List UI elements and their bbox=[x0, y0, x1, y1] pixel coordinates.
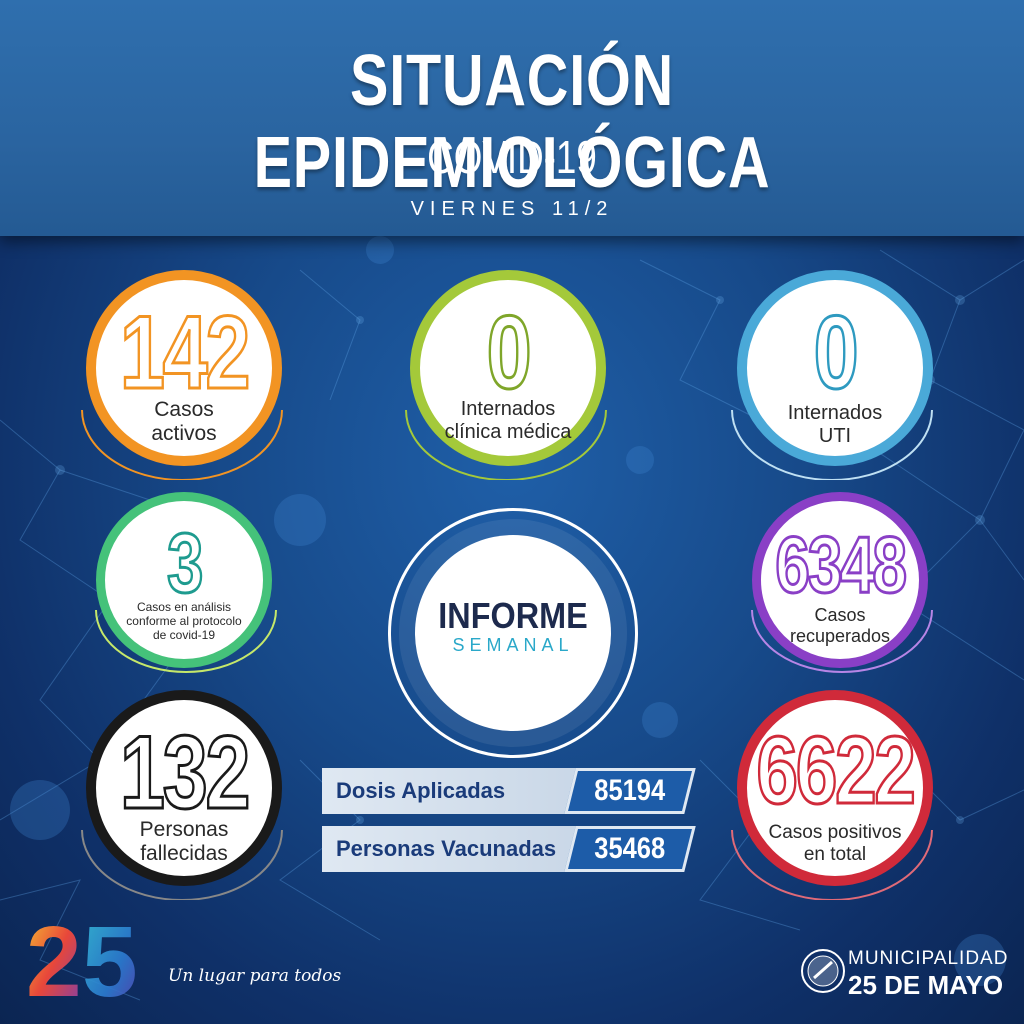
personas-vacunadas-value: 35468 bbox=[564, 826, 696, 872]
logo-digit-2: 2 bbox=[26, 908, 82, 1008]
stat-value: 132 bbox=[119, 714, 252, 833]
informe-semanal-badge: INFORME SEMANAL bbox=[415, 535, 611, 731]
page-title: SITUACIÓN EPIDEMIOLÓGICA bbox=[253, 41, 771, 203]
stat-label: Casos activos bbox=[151, 398, 217, 446]
stat-value: 6348 bbox=[774, 519, 908, 611]
stat-value: 6622 bbox=[755, 716, 917, 826]
stat-value: 142 bbox=[119, 294, 252, 413]
logo-25: 2 5 bbox=[26, 908, 138, 1008]
report-date: VIERNES 11/2 bbox=[410, 198, 614, 220]
stat-arc-decoration bbox=[81, 829, 283, 900]
stat-arc-decoration bbox=[405, 409, 607, 480]
stat-internados-uti: 0 Internados UTI bbox=[737, 270, 933, 466]
municipality-crest-icon bbox=[801, 949, 845, 993]
header-banner: SITUACIÓN EPIDEMIOLÓGICA COVID-19 VIERNE… bbox=[0, 0, 1024, 236]
logo-digit-5: 5 bbox=[82, 908, 138, 1008]
dosis-aplicadas-value: 85194 bbox=[564, 768, 696, 814]
informe-title: INFORME bbox=[438, 595, 588, 636]
stat-arc-decoration bbox=[81, 409, 283, 480]
personas-vacunadas-label: Personas Vacunadas bbox=[322, 826, 584, 872]
tagline: Un lugar para todos bbox=[168, 966, 342, 986]
stat-arc-decoration bbox=[731, 409, 933, 480]
municipality-name: MUNICIPALIDAD 25 DE MAYO bbox=[848, 948, 1009, 1000]
dosis-aplicadas-label: Dosis Aplicadas bbox=[322, 768, 584, 814]
stat-label: Internados UTI bbox=[787, 402, 883, 447]
stat-casos-recuperados: 6348 Casos recuperados bbox=[752, 492, 928, 668]
stat-internados-clinica: 0 Internados clínica médica bbox=[410, 270, 606, 466]
stat-casos-analisis: 3 Casos en análisis conforme al protocol… bbox=[96, 492, 272, 668]
stat-label: Casos positivos en total bbox=[768, 822, 902, 865]
stat-personas-fallecidas: 132 Personas fallecidas bbox=[86, 690, 282, 886]
stat-arc-decoration bbox=[731, 829, 933, 900]
informe-ring bbox=[388, 508, 638, 758]
page-subtitle: COVID-19 bbox=[427, 131, 597, 183]
stat-value: 0 bbox=[812, 294, 859, 413]
stat-casos-positivos: 6622 Casos positivos en total bbox=[737, 690, 933, 886]
stat-value: 3 bbox=[166, 515, 205, 612]
stat-casos-activos: 142 Casos activos bbox=[86, 270, 282, 466]
stat-arc-decoration bbox=[95, 609, 277, 673]
stat-label: Casos recuperados bbox=[789, 605, 891, 646]
stat-value: 0 bbox=[485, 294, 532, 413]
informe-subtitle: SEMANAL bbox=[452, 635, 574, 655]
stat-label: Personas fallecidas bbox=[139, 818, 229, 866]
stat-label: Casos en análisis conforme al protocolo … bbox=[126, 600, 242, 642]
stat-label: Internados clínica médica bbox=[444, 398, 572, 443]
stat-arc-decoration bbox=[751, 609, 933, 673]
